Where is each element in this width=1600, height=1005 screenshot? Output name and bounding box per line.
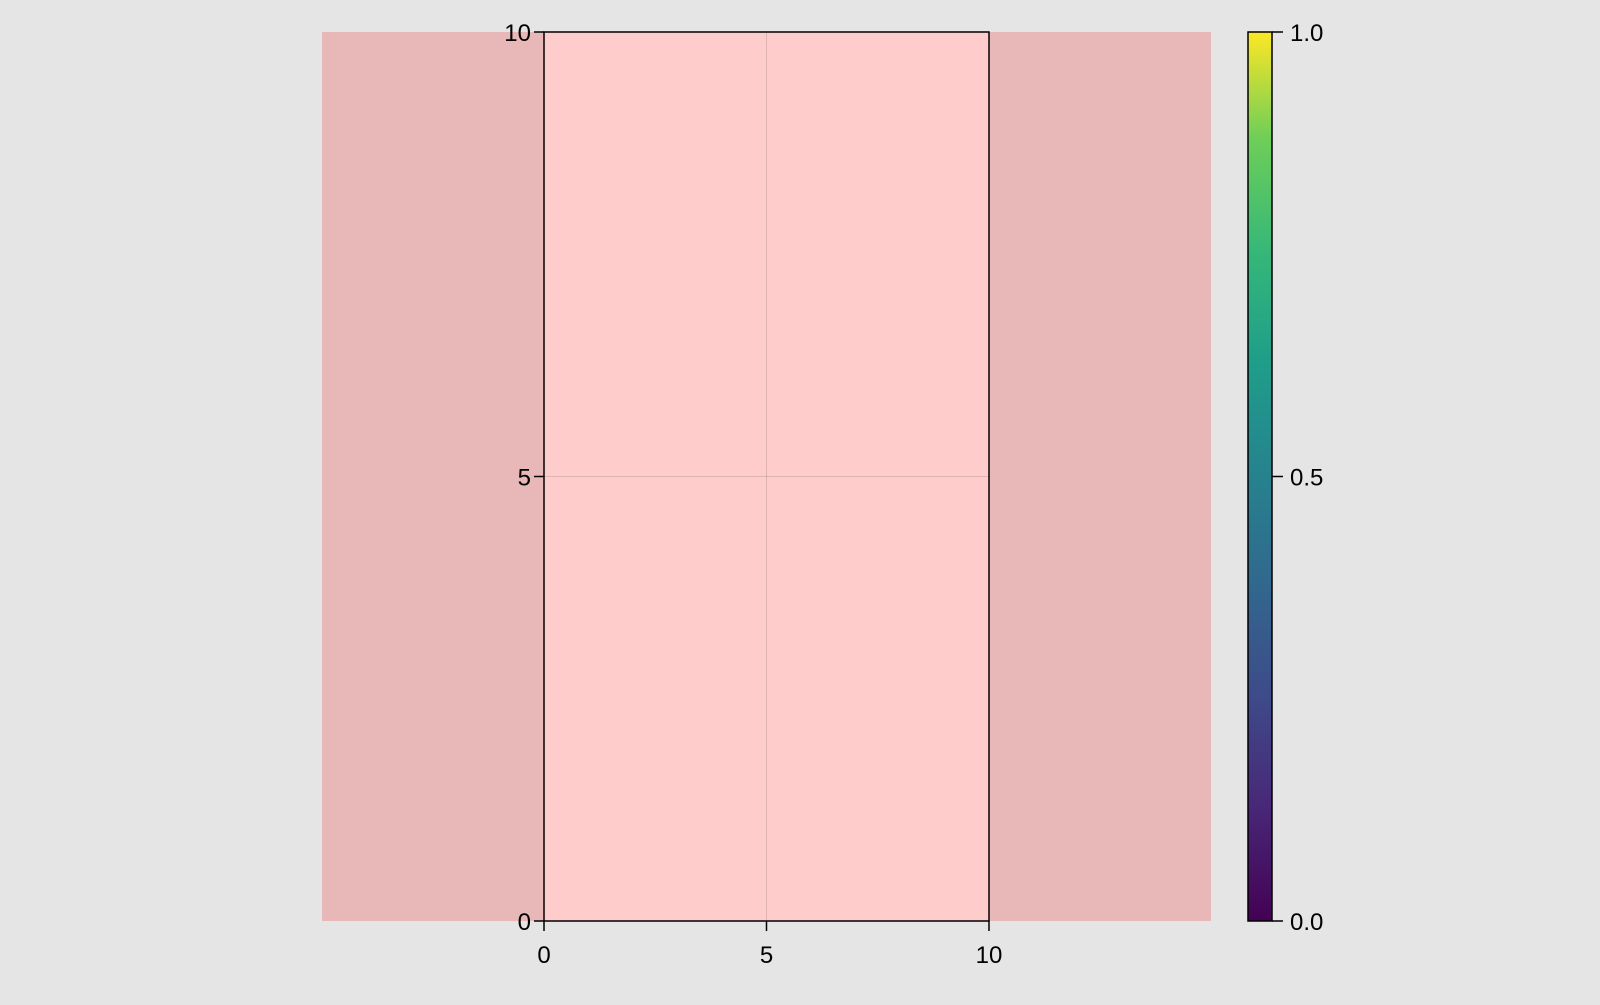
colorbar-tick-label: 0.5 <box>1290 465 1323 492</box>
x-tick-label: 0 <box>537 942 550 969</box>
x-tick-label: 10 <box>976 942 1003 969</box>
y-tick-label: 10 <box>504 20 531 47</box>
colorbar-tick-label: 1.0 <box>1290 20 1323 47</box>
x-tick-label: 5 <box>760 942 773 969</box>
colorbar <box>1247 31 1273 922</box>
y-tick-label: 5 <box>518 465 531 492</box>
y-tick-label: 0 <box>518 909 531 936</box>
y-axis: 0 5 10 <box>504 20 544 936</box>
plot-area <box>544 32 989 921</box>
colorbar-axis: 0.0 0.5 1.0 <box>1272 20 1323 936</box>
colorbar-tick-label: 0.0 <box>1290 909 1323 936</box>
x-axis: 0 5 10 <box>537 921 1002 969</box>
